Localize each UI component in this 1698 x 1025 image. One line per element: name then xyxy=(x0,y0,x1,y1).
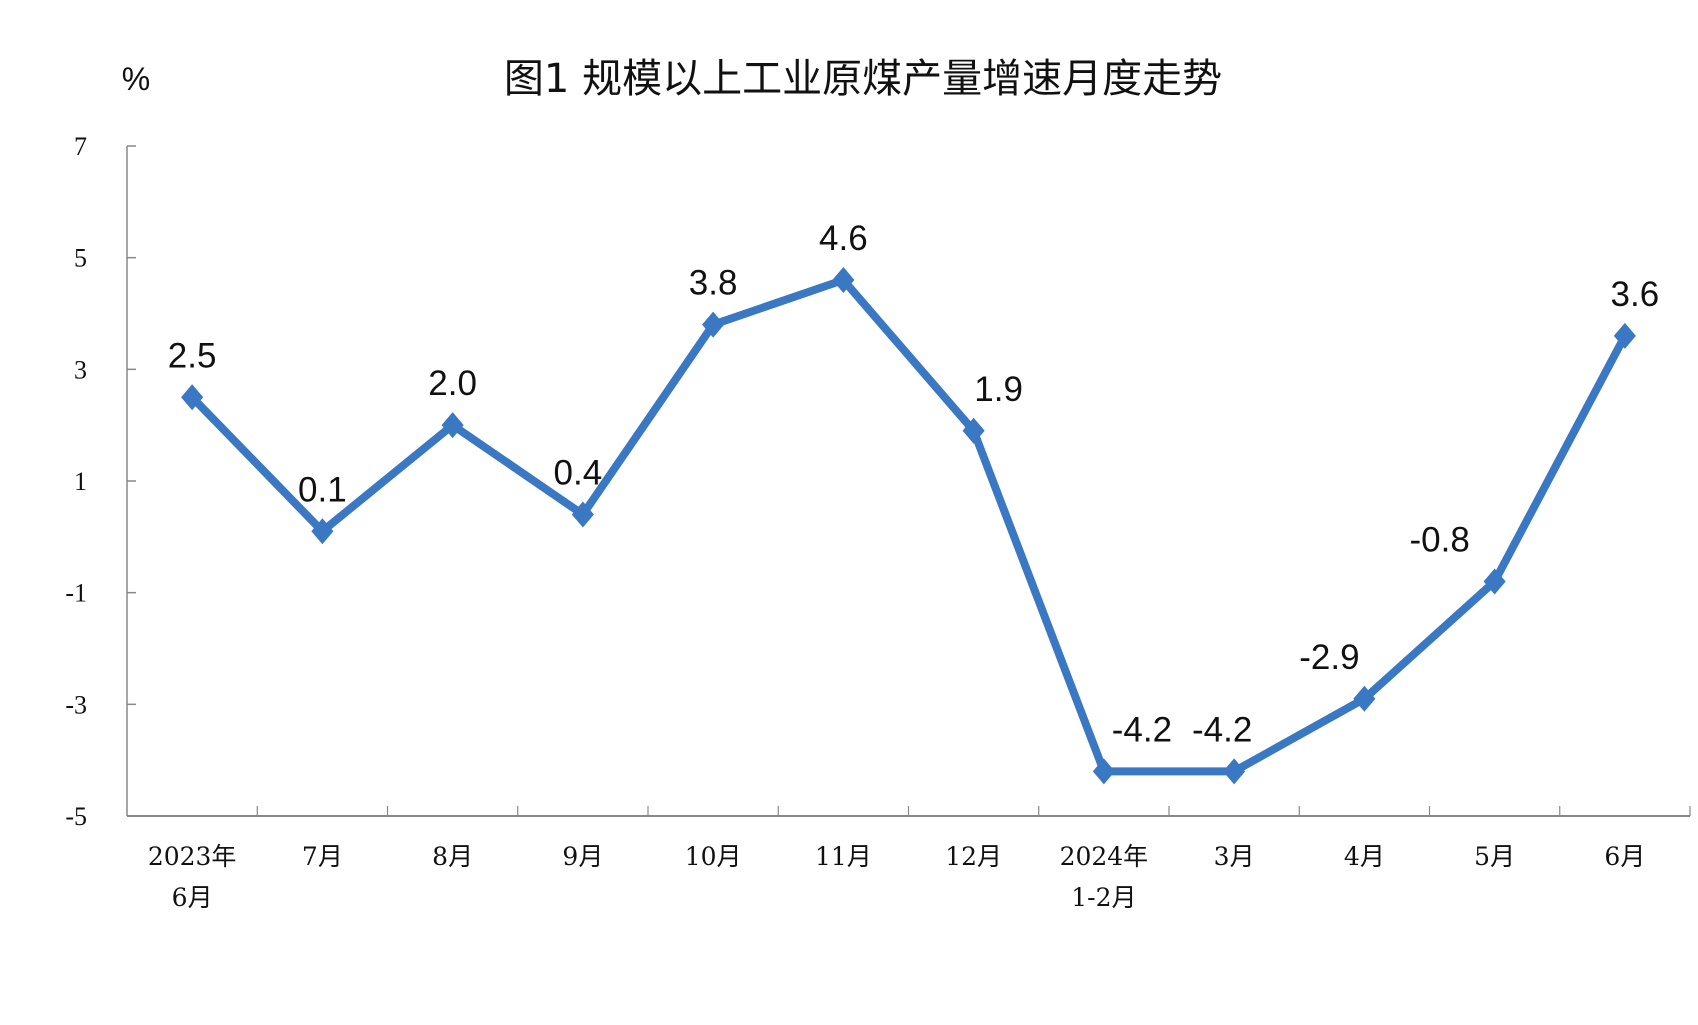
data-point-marker xyxy=(1613,322,1636,349)
x-tick-label: 12月 xyxy=(945,842,1002,871)
y-tick-label: 1 xyxy=(74,467,87,496)
data-point-marker xyxy=(311,518,334,545)
chart-title: 图1 规模以上工业原煤产量增速月度走势 xyxy=(504,56,1222,102)
data-point-marker xyxy=(702,311,725,338)
x-tick-label: 4月 xyxy=(1344,842,1385,871)
data-label: 4.6 xyxy=(819,219,868,258)
x-tick-label: 6月 xyxy=(1604,842,1645,871)
data-point-marker xyxy=(181,384,204,411)
x-tick-label: 1-2月 xyxy=(1071,883,1136,912)
data-label: 2.5 xyxy=(168,336,217,375)
data-point-marker xyxy=(1353,685,1376,712)
x-tick-label: 11月 xyxy=(815,842,872,871)
x-tick-label: 5月 xyxy=(1474,842,1515,871)
data-label: -0.8 xyxy=(1409,521,1469,560)
x-tick-label: 3月 xyxy=(1214,842,1255,871)
x-tick-label: 7月 xyxy=(302,842,343,871)
y-tick-label: -1 xyxy=(65,579,87,608)
y-tick-label: -5 xyxy=(65,802,87,831)
x-tick-label: 8月 xyxy=(432,842,473,871)
y-tick-label: 5 xyxy=(74,244,87,273)
data-label: 3.6 xyxy=(1611,275,1660,314)
data-label: 3.8 xyxy=(689,264,738,303)
data-point-marker xyxy=(1483,568,1506,595)
x-tick-label: 10月 xyxy=(685,842,742,871)
data-point-marker xyxy=(441,412,464,439)
data-point-marker xyxy=(962,417,985,444)
data-label: 0.4 xyxy=(554,454,603,493)
series-line xyxy=(188,276,1629,776)
y-tick-label: 3 xyxy=(74,355,87,384)
data-label: 2.0 xyxy=(428,364,477,403)
y-tick-label: -3 xyxy=(65,690,87,719)
data-label: 1.9 xyxy=(974,370,1023,409)
data-point-marker xyxy=(1223,758,1246,785)
x-tick-label: 2024年 xyxy=(1060,842,1149,871)
data-point-marker xyxy=(1092,758,1115,785)
data-label: -2.9 xyxy=(1299,638,1359,677)
y-axis-unit: % xyxy=(122,61,150,97)
x-tick-label: 9月 xyxy=(562,842,603,871)
data-label: -4.2 xyxy=(1192,710,1252,749)
x-tick-label: 2023年 xyxy=(148,842,237,871)
data-point-marker xyxy=(571,501,594,528)
data-point-marker xyxy=(832,267,855,293)
data-label: 0.1 xyxy=(298,470,347,509)
x-tick-label: 6月 xyxy=(172,883,213,912)
data-label: -4.2 xyxy=(1112,710,1172,749)
y-tick-label: 7 xyxy=(74,132,87,161)
